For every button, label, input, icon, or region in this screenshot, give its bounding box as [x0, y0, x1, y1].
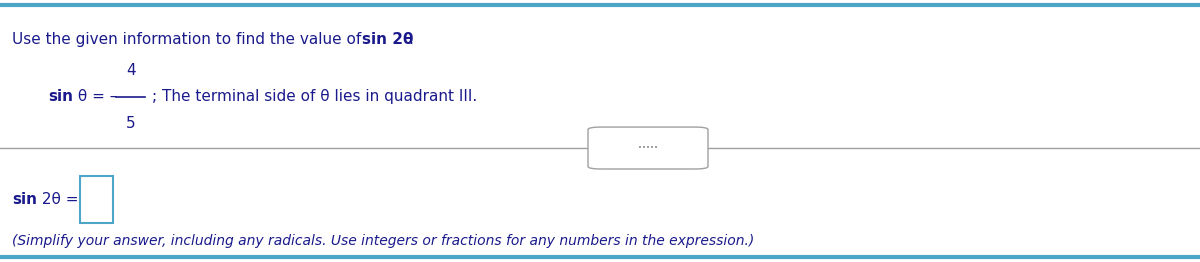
Text: (Simplify your answer, including any radicals. Use integers or fractions for any: (Simplify your answer, including any rad… [12, 234, 755, 248]
FancyBboxPatch shape [588, 127, 708, 169]
Text: ; The terminal side of θ lies in quadrant III.: ; The terminal side of θ lies in quadran… [152, 89, 478, 105]
Text: .: . [408, 32, 414, 47]
Text: 2θ =: 2θ = [36, 192, 78, 207]
Text: sin: sin [12, 192, 37, 207]
Text: θ = –: θ = – [72, 89, 122, 105]
Text: sin: sin [48, 89, 73, 105]
Text: 5: 5 [126, 116, 136, 131]
FancyBboxPatch shape [79, 176, 113, 223]
Text: Use the given information to find the value of: Use the given information to find the va… [12, 32, 366, 47]
Text: sin 2θ: sin 2θ [361, 32, 413, 47]
Text: •••••: ••••• [638, 145, 658, 151]
Text: 4: 4 [126, 63, 136, 78]
